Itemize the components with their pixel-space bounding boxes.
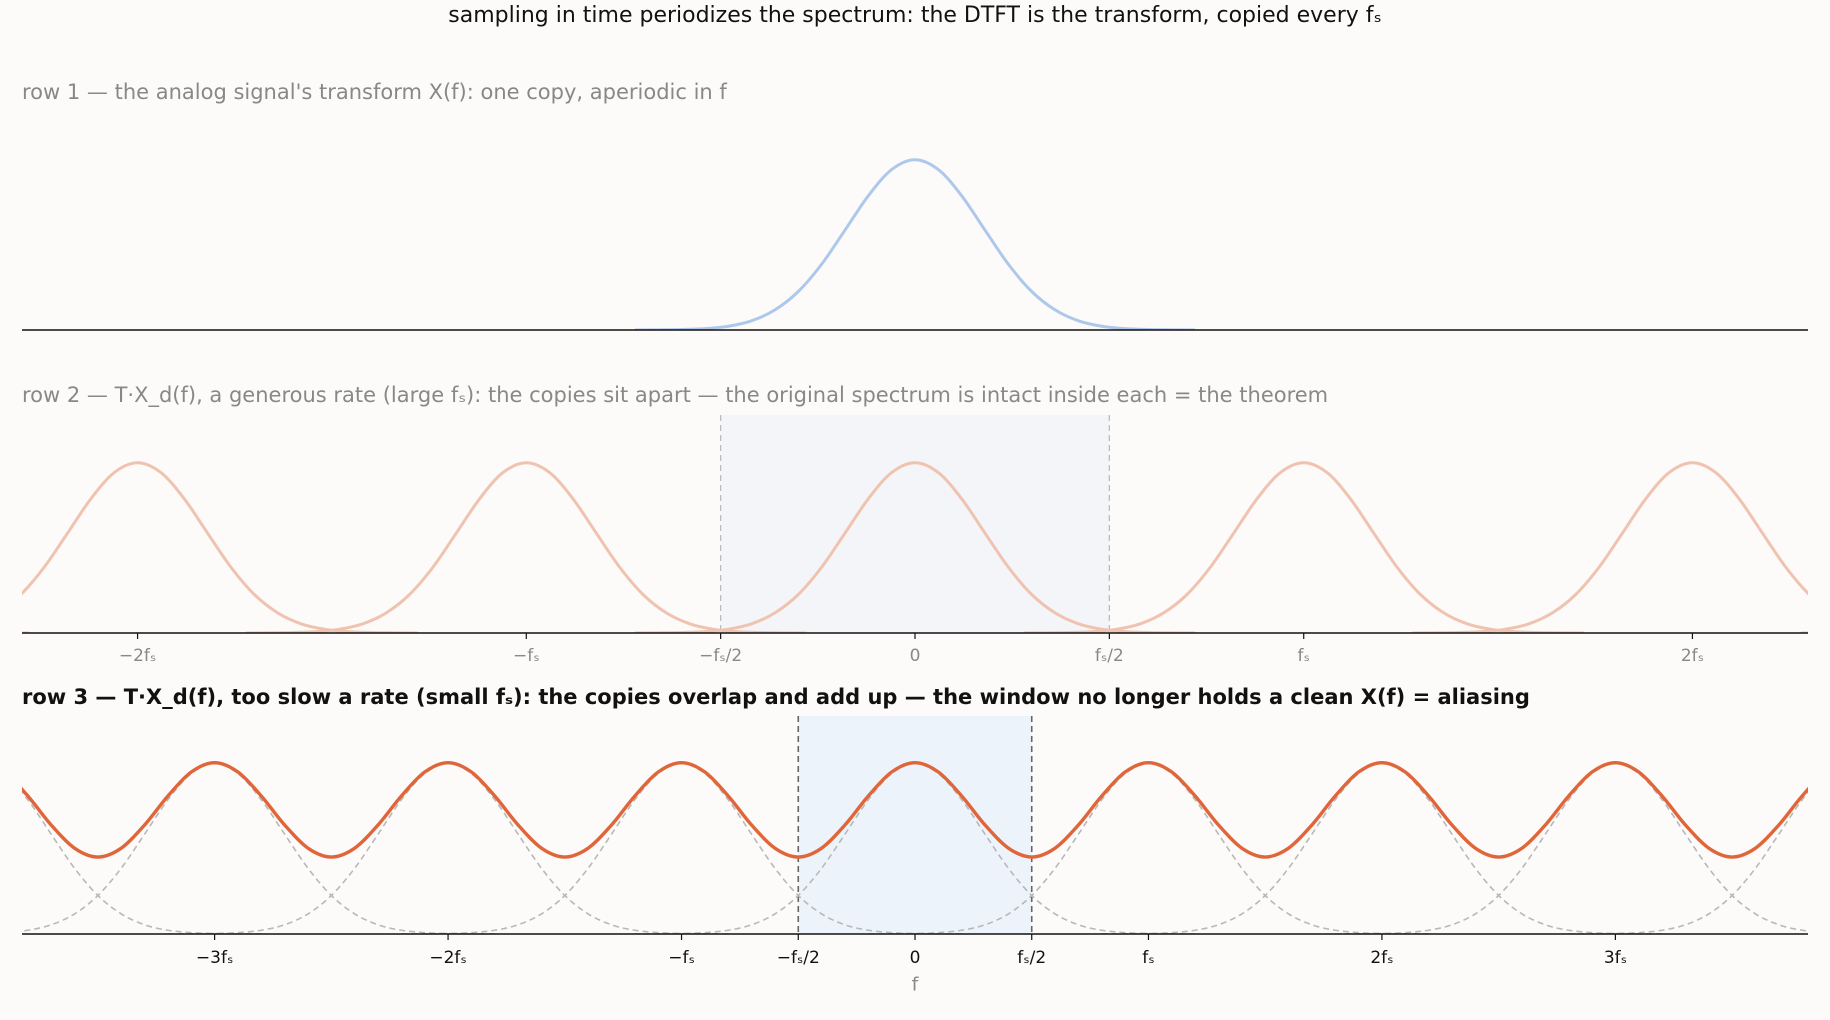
x-tick-label: 0	[910, 646, 921, 666]
x-tick-label: 0	[910, 948, 921, 968]
spectrum-copy	[1023, 461, 1584, 633]
x-tick-label: fₛ	[1142, 948, 1154, 968]
spectrum-copy	[22, 791, 262, 934]
plot-area	[22, 461, 1808, 633]
x-tick-label: 2fₛ	[1370, 948, 1393, 968]
row-title: row 3 — T·X_d(f), too slow a rate (small…	[22, 685, 1530, 709]
spectrum-copy	[22, 461, 418, 633]
x-tick-label: −fₛ	[513, 646, 540, 666]
nyquist-window	[720, 415, 1110, 633]
x-tick-label: −2fₛ	[119, 646, 156, 666]
x-tick-label: −2fₛ	[429, 948, 466, 968]
spectrum-copy	[1568, 791, 1808, 934]
plot-area	[22, 760, 1808, 934]
plot-area	[634, 158, 1196, 330]
x-tick-label: 2fₛ	[1681, 646, 1704, 666]
row-title: row 1 — the analog signal's transform X(…	[22, 80, 727, 104]
x-tick-label: fₛ/2	[1095, 646, 1124, 666]
x-axis-label: f	[912, 974, 920, 996]
x-tick-label: 3fₛ	[1604, 948, 1627, 968]
x-tick-label: −3fₛ	[196, 948, 233, 968]
x-tick-label: fₛ/2	[1017, 948, 1046, 968]
x-tick-label: −fₛ/2	[777, 948, 820, 968]
nyquist-window	[798, 716, 1032, 934]
x-tick-label: fₛ	[1298, 646, 1310, 666]
x-tick-label: −fₛ/2	[699, 646, 742, 666]
spectrum-copy	[634, 461, 1196, 633]
row-title: row 2 — T·X_d(f), a generous rate (large…	[22, 383, 1328, 408]
spectrum-sum	[22, 760, 1808, 859]
spectrum-copy	[1412, 461, 1808, 633]
x-tick-label: −fₛ	[668, 948, 695, 968]
spectrum-copy	[634, 158, 1196, 330]
spectrum-copy	[246, 461, 807, 633]
figure-title: sampling in time periodizes the spectrum…	[448, 3, 1381, 28]
